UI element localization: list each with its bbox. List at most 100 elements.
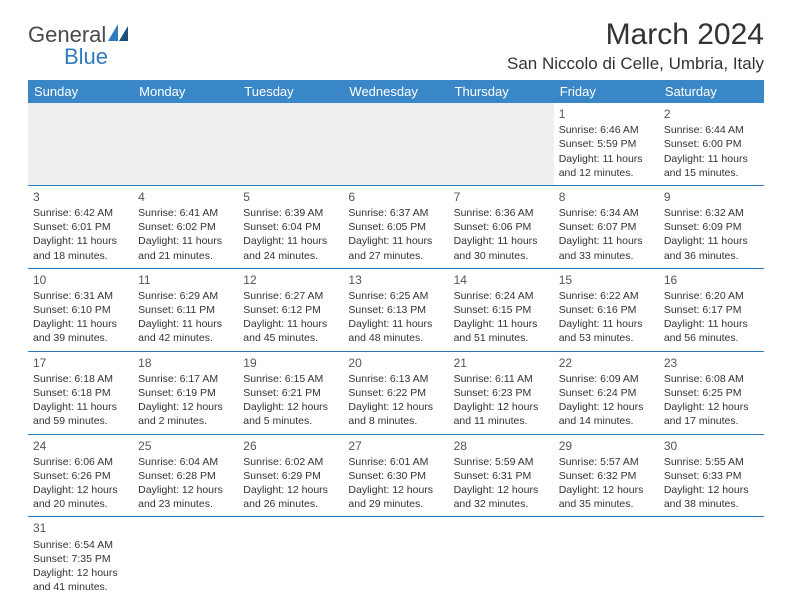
empty-day-cell: [133, 517, 238, 599]
sunrise-text: Sunrise: 6:01 AM: [348, 455, 443, 469]
sunrise-text: Sunrise: 6:11 AM: [454, 372, 549, 386]
day-cell: 8Sunrise: 6:34 AMSunset: 6:07 PMDaylight…: [554, 185, 659, 268]
sunrise-text: Sunrise: 6:31 AM: [33, 289, 128, 303]
sunset-text: Sunset: 6:22 PM: [348, 386, 443, 400]
day-cell: 31 Sunrise: 6:54 AMSunset: 7:35 PMDayligh…: [28, 517, 133, 599]
sunset-text: Sunset: 6:16 PM: [559, 303, 654, 317]
weekday-header: Friday: [554, 80, 659, 103]
sunset-text: Sunset: 6:28 PM: [138, 469, 233, 483]
day-cell: 11Sunrise: 6:29 AMSunset: 6:11 PMDayligh…: [133, 268, 238, 351]
day-cell: 5Sunrise: 6:39 AMSunset: 6:04 PMDaylight…: [238, 185, 343, 268]
empty-day-cell: [343, 517, 448, 599]
sunset-text: Sunset: 6:07 PM: [559, 220, 654, 234]
day-cell: 12Sunrise: 6:27 AMSunset: 6:12 PMDayligh…: [238, 268, 343, 351]
day-number: 10: [33, 272, 128, 288]
daylight-text: Daylight: 12 hours and 11 minutes.: [454, 400, 549, 428]
daylight-text: Daylight: 12 hours and 29 minutes.: [348, 483, 443, 511]
sunset-text: Sunset: 6:09 PM: [664, 220, 759, 234]
daylight-text: Daylight: 12 hours and 23 minutes.: [138, 483, 233, 511]
sunset-text: Sunset: 6:17 PM: [664, 303, 759, 317]
sunset-text: Sunset: 6:11 PM: [138, 303, 233, 317]
sunset-text: Sunset: 6:10 PM: [33, 303, 128, 317]
empty-day-cell: [554, 517, 659, 599]
sunset-text: Sunset: 6:02 PM: [138, 220, 233, 234]
daylight-text: Daylight: 12 hours and 41 minutes.: [33, 566, 128, 594]
sunrise-text: Sunrise: 6:22 AM: [559, 289, 654, 303]
day-number: 7: [454, 189, 549, 205]
sunset-text: Sunset: 6:30 PM: [348, 469, 443, 483]
daylight-text: Daylight: 11 hours and 33 minutes.: [559, 234, 654, 262]
empty-day-cell: [133, 103, 238, 185]
sunset-text: Sunset: 6:13 PM: [348, 303, 443, 317]
sunset-text: Sunset: 6:32 PM: [559, 469, 654, 483]
weekday-header: Tuesday: [238, 80, 343, 103]
sunrise-text: Sunrise: 6:13 AM: [348, 372, 443, 386]
brand-text: General Blue: [28, 24, 130, 68]
sunrise-text: Sunrise: 6:36 AM: [454, 206, 549, 220]
daylight-text: Daylight: 11 hours and 48 minutes.: [348, 317, 443, 345]
empty-day-cell: [449, 103, 554, 185]
header: General Blue March 2024 San Niccolo di C…: [28, 18, 764, 74]
day-number: 28: [454, 438, 549, 454]
sunset-text: Sunset: 7:35 PM: [33, 552, 128, 566]
daylight-text: Daylight: 11 hours and 59 minutes.: [33, 400, 128, 428]
day-cell: 14Sunrise: 6:24 AMSunset: 6:15 PMDayligh…: [449, 268, 554, 351]
sunrise-text: Sunrise: 6:37 AM: [348, 206, 443, 220]
sunrise-text: Sunrise: 6:41 AM: [138, 206, 233, 220]
daylight-text: Daylight: 12 hours and 2 minutes.: [138, 400, 233, 428]
calendar-row: 24Sunrise: 6:06 AMSunset: 6:26 PMDayligh…: [28, 434, 764, 517]
sunset-text: Sunset: 6:33 PM: [664, 469, 759, 483]
day-number: 30: [664, 438, 759, 454]
daylight-text: Daylight: 11 hours and 27 minutes.: [348, 234, 443, 262]
day-number: 31: [33, 520, 128, 536]
sunrise-text: Sunrise: 6:42 AM: [33, 206, 128, 220]
sunrise-text: Sunrise: 6:44 AM: [664, 123, 759, 137]
day-number: 26: [243, 438, 338, 454]
day-cell: 24Sunrise: 6:06 AMSunset: 6:26 PMDayligh…: [28, 434, 133, 517]
sunrise-text: Sunrise: 5:59 AM: [454, 455, 549, 469]
empty-day-cell: [343, 103, 448, 185]
sunrise-text: Sunrise: 6:34 AM: [559, 206, 654, 220]
sail-icon: [108, 24, 130, 46]
day-cell: 13Sunrise: 6:25 AMSunset: 6:13 PMDayligh…: [343, 268, 448, 351]
brand-logo: General Blue: [28, 24, 130, 68]
day-number: 18: [138, 355, 233, 371]
sunset-text: Sunset: 6:21 PM: [243, 386, 338, 400]
daylight-text: Daylight: 11 hours and 18 minutes.: [33, 234, 128, 262]
daylight-text: Daylight: 11 hours and 42 minutes.: [138, 317, 233, 345]
daylight-text: Daylight: 11 hours and 30 minutes.: [454, 234, 549, 262]
day-number: 1: [559, 106, 654, 122]
day-cell: 26Sunrise: 6:02 AMSunset: 6:29 PMDayligh…: [238, 434, 343, 517]
sunset-text: Sunset: 6:23 PM: [454, 386, 549, 400]
sunrise-text: Sunrise: 6:06 AM: [33, 455, 128, 469]
day-cell: 21Sunrise: 6:11 AMSunset: 6:23 PMDayligh…: [449, 351, 554, 434]
day-number: 15: [559, 272, 654, 288]
daylight-text: Daylight: 11 hours and 21 minutes.: [138, 234, 233, 262]
day-number: 19: [243, 355, 338, 371]
sunset-text: Sunset: 6:00 PM: [664, 137, 759, 151]
daylight-text: Daylight: 11 hours and 15 minutes.: [664, 152, 759, 180]
day-number: 4: [138, 189, 233, 205]
day-number: 25: [138, 438, 233, 454]
daylight-text: Daylight: 11 hours and 36 minutes.: [664, 234, 759, 262]
sunrise-text: Sunrise: 5:57 AM: [559, 455, 654, 469]
day-number: 5: [243, 189, 338, 205]
day-cell: 7Sunrise: 6:36 AMSunset: 6:06 PMDaylight…: [449, 185, 554, 268]
day-number: 14: [454, 272, 549, 288]
sunrise-text: Sunrise: 6:54 AM: [33, 538, 128, 552]
day-cell: 29Sunrise: 5:57 AMSunset: 6:32 PMDayligh…: [554, 434, 659, 517]
empty-day-cell: [28, 103, 133, 185]
day-number: 16: [664, 272, 759, 288]
day-number: 8: [559, 189, 654, 205]
day-number: 24: [33, 438, 128, 454]
daylight-text: Daylight: 11 hours and 56 minutes.: [664, 317, 759, 345]
weekday-header-row: Sunday Monday Tuesday Wednesday Thursday…: [28, 80, 764, 103]
calendar-row: 1Sunrise: 6:46 AMSunset: 5:59 PMDaylight…: [28, 103, 764, 185]
calendar-row: 10Sunrise: 6:31 AMSunset: 6:10 PM Dayligh…: [28, 268, 764, 351]
sunset-text: Sunset: 6:01 PM: [33, 220, 128, 234]
sunset-text: Sunset: 6:12 PM: [243, 303, 338, 317]
calendar-row: 17Sunrise: 6:18 AMSunset: 6:18 PMDayligh…: [28, 351, 764, 434]
weekday-header: Wednesday: [343, 80, 448, 103]
day-number: 20: [348, 355, 443, 371]
calendar-row: 31 Sunrise: 6:54 AMSunset: 7:35 PMDayligh…: [28, 517, 764, 599]
